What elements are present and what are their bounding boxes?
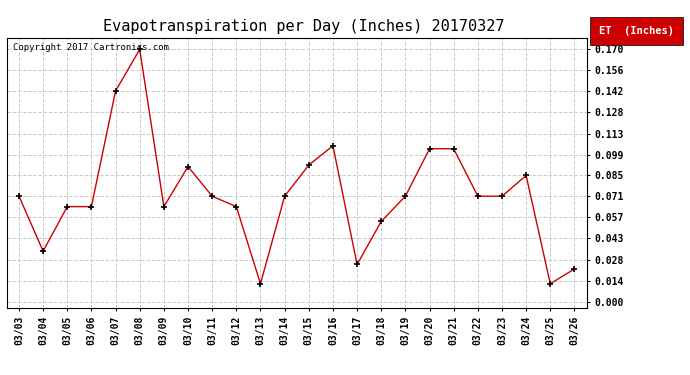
Text: Copyright 2017 Cartronics.com: Copyright 2017 Cartronics.com [12,43,168,52]
Text: ET  (Inches): ET (Inches) [599,26,674,36]
Text: Evapotranspiration per Day (Inches) 20170327: Evapotranspiration per Day (Inches) 2017… [103,19,504,34]
